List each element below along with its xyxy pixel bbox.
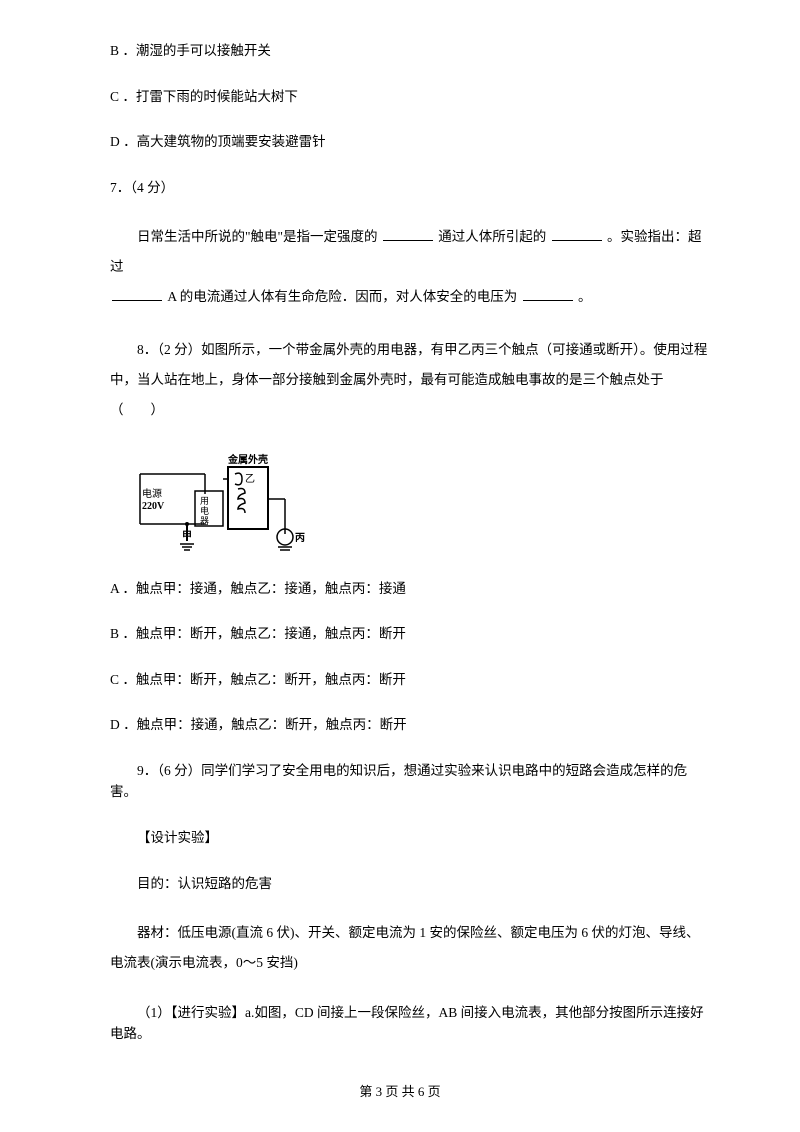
- q7-text: 日常生活中所说的"触电"是指一定强度的 通过人体所引起的 。实验指出：超过 A …: [110, 222, 710, 311]
- label-jia: 甲: [182, 530, 192, 542]
- blank-2: [552, 227, 602, 241]
- q9-step1: （1）【进行实验】a.如图，CD 间接上一段保险丝，AB 间接入电流表，其他部分…: [110, 1002, 710, 1045]
- blank-4: [523, 287, 573, 301]
- label-device-3: 器: [200, 516, 209, 526]
- label-voltage: 220V: [142, 501, 165, 512]
- q8-option-b: B ．触点甲：断开，触点乙：接通，触点丙：断开: [110, 623, 710, 645]
- q7-part5: 。: [578, 289, 592, 304]
- label-metal: 金属外壳: [227, 453, 268, 466]
- q7-part1: 日常生活中所说的"触电"是指一定强度的: [137, 229, 378, 244]
- q9-design-title: 【设计实验】: [110, 827, 710, 849]
- q8-option-c: C ．触点甲：断开，触点乙：断开，触点丙：断开: [110, 669, 710, 691]
- q8-header: 8．（2 分）如图所示，一个带金属外壳的用电器，有甲乙丙三个触点（可接通或断开）…: [110, 335, 710, 424]
- option-b: B ．潮湿的手可以接触开关: [110, 40, 710, 62]
- label-device-1: 用: [200, 496, 209, 506]
- label-bing: 丙: [295, 532, 305, 544]
- label-device-2: 电: [200, 505, 209, 516]
- q9-header: 9．（6 分）同学们学习了安全用电的知识后，想通过实验来认识电路中的短路会造成怎…: [110, 760, 710, 803]
- page-footer: 第 3 页 共 6 页: [0, 1081, 800, 1100]
- q7-part2: 通过人体所引起的: [438, 229, 546, 244]
- q9-materials: 器材：低压电源(直流 6 伏)、开关、额定电流为 1 安的保险丝、额定电压为 6…: [110, 918, 710, 977]
- circuit-diagram: 电源 220V 甲 用 电 器 金属外壳 乙 丙: [130, 449, 310, 554]
- q9-purpose: 目的：认识短路的危害: [110, 873, 710, 895]
- label-yi: 乙: [245, 473, 255, 485]
- label-source: 电源: [142, 487, 162, 500]
- q8-option-a: A ．触点甲：接通，触点乙：接通，触点丙：接通: [110, 578, 710, 600]
- q7-header: 7．（4 分）: [110, 177, 710, 199]
- option-d: D ．高大建筑物的顶端要安装避雷针: [110, 131, 710, 153]
- blank-3: [112, 287, 162, 301]
- q7-part4: A 的电流通过人体有生命危险．因而，对人体安全的电压为: [167, 289, 517, 304]
- option-c: C ．打雷下雨的时候能站大树下: [110, 86, 710, 108]
- blank-1: [383, 227, 433, 241]
- q8-option-d: D ．触点甲：接通，触点乙：断开，触点丙：断开: [110, 714, 710, 736]
